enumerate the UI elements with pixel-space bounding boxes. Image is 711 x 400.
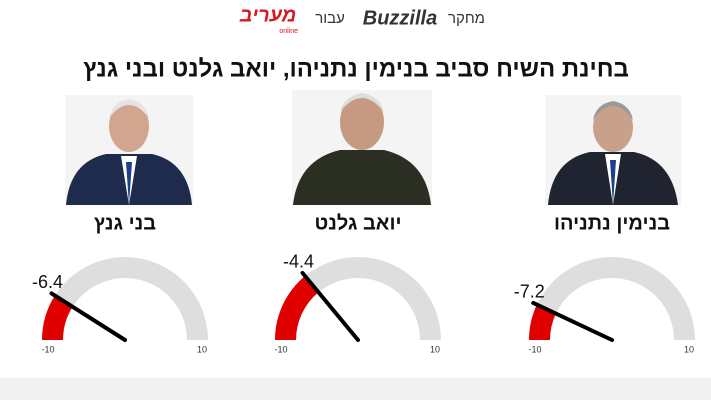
portrait [292, 90, 432, 205]
gauge-track [529, 257, 695, 340]
tick-label: -10 [274, 344, 287, 354]
header-client-sub: online [279, 28, 298, 35]
gauge-fill [275, 276, 319, 340]
tick-label: 10 [430, 344, 440, 354]
tick-label: -10 [528, 344, 541, 354]
gauge-track [42, 257, 208, 340]
gauge-needle [49, 291, 127, 342]
gauge-title: יואב גלנט [314, 212, 401, 234]
value-label: -6.4 [32, 272, 63, 292]
portrait [545, 95, 681, 205]
gauge-needle [300, 270, 360, 342]
value-label: -4.4 [283, 252, 314, 272]
header-survey: מחקר [448, 10, 485, 27]
tick-label: 10 [197, 344, 207, 354]
gauge-fill [42, 295, 73, 340]
gauge-title: בנימין נתניהו [554, 212, 670, 234]
tick-label: 10 [684, 344, 694, 354]
gauge-track [275, 257, 441, 340]
header-client: מעריב [239, 4, 297, 26]
gauge-fill [529, 304, 556, 340]
portrait [65, 95, 193, 205]
title: בחינת השיח סביב בנימין נתניהו, יואב גלנט… [83, 55, 629, 82]
value-label: -7.2 [514, 282, 545, 302]
header-brand: Buzzilla [363, 7, 437, 29]
tick-label: -10 [41, 344, 54, 354]
gauge-title: בני גנץ [94, 212, 156, 234]
gauge-needle [531, 300, 614, 342]
footer-band [0, 378, 711, 400]
header-for: עבור [315, 10, 345, 27]
